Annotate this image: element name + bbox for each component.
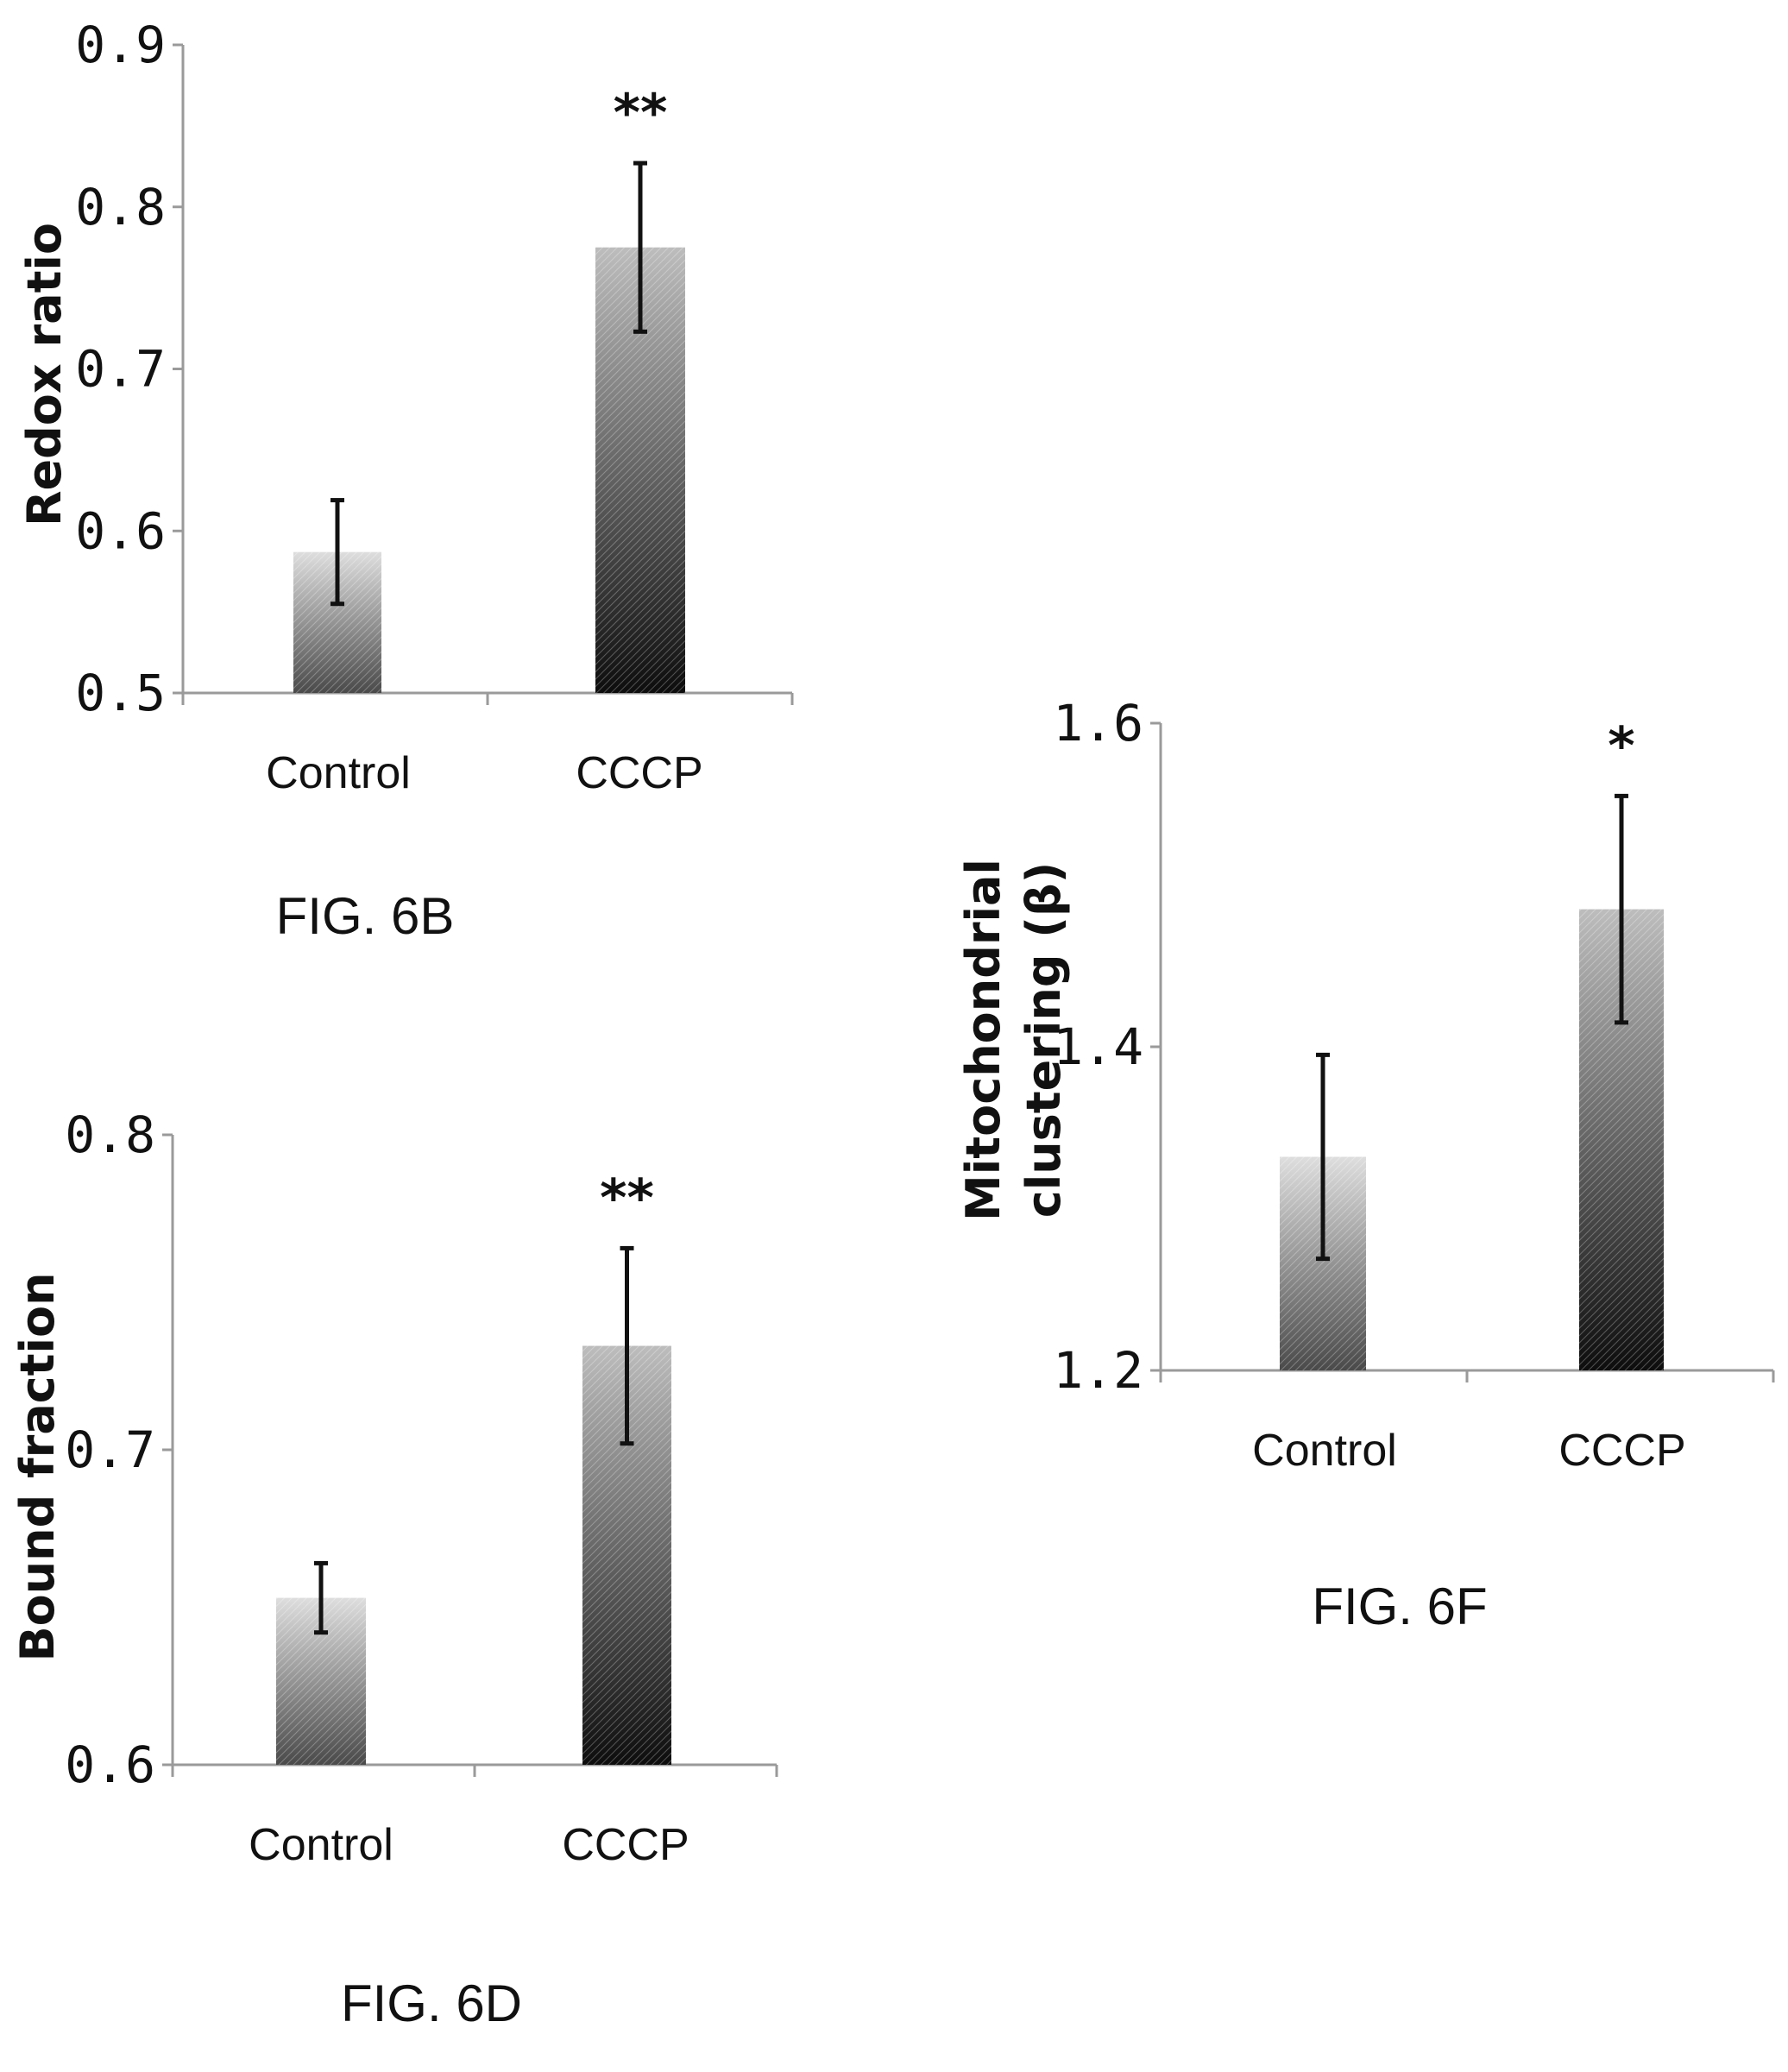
x-axis-categories: Control CCCP bbox=[249, 1820, 689, 1870]
x-axis-categories: Control CCCP bbox=[266, 748, 702, 798]
significance-marker: ** bbox=[614, 83, 668, 143]
y-tick-label: 0.7 bbox=[65, 1420, 155, 1479]
y-tick-label: 1.6 bbox=[1053, 694, 1143, 753]
category-label: Control bbox=[249, 1820, 393, 1870]
figure-label: FIG. 6F bbox=[1312, 1578, 1487, 1635]
y-axis-label-line-1: Mitochondrial bbox=[956, 859, 1010, 1221]
bars: ** bbox=[276, 1168, 671, 1765]
figure-label: FIG. 6B bbox=[276, 887, 455, 945]
chart-fig-6f: 1.2 1.4 1.6 * Control CCCP Mitochondrial cl… bbox=[956, 694, 1775, 1635]
y-axis-ticks: 1.2 1.4 1.6 bbox=[1053, 694, 1161, 1400]
y-tick-label: 0.7 bbox=[75, 340, 166, 399]
significance-marker: ** bbox=[600, 1168, 654, 1228]
y-tick-label: 0.6 bbox=[65, 1735, 155, 1794]
y-axis-ticks: 0.6 0.7 0.8 bbox=[65, 1105, 173, 1794]
y-tick-label: 0.9 bbox=[75, 16, 166, 74]
category-label: CCCP bbox=[576, 748, 702, 798]
category-label: CCCP bbox=[562, 1820, 689, 1870]
y-tick-label: 0.8 bbox=[75, 178, 166, 236]
y-axis-label-line-2: clustering (β) bbox=[1017, 862, 1071, 1219]
y-axis-label: Bound fraction bbox=[10, 1272, 65, 1661]
y-tick-label: 0.6 bbox=[75, 501, 166, 560]
y-axis-label: Redox ratio bbox=[17, 223, 72, 526]
category-label: Control bbox=[266, 748, 411, 798]
y-tick-label: 0.8 bbox=[65, 1105, 155, 1164]
y-tick-label: 1.2 bbox=[1053, 1341, 1143, 1400]
chart-fig-6b: 0.5 0.6 0.7 0.8 0.9 ** Control CCCP Redox rat… bbox=[17, 16, 794, 945]
bars: * bbox=[1280, 715, 1664, 1370]
figure-label: FIG. 6D bbox=[341, 1974, 522, 2032]
x-axis-categories: Control CCCP bbox=[1252, 1426, 1685, 1476]
y-tick-label: 1.4 bbox=[1053, 1017, 1143, 1076]
category-label: Control bbox=[1252, 1426, 1397, 1476]
y-axis-ticks: 0.5 0.6 0.7 0.8 0.9 bbox=[75, 16, 183, 722]
chart-fig-6d: 0.60.70.8 ** Control CCCP Bound fraction … bbox=[10, 1105, 778, 2032]
y-tick-label: 0.5 bbox=[75, 664, 166, 722]
significance-marker: * bbox=[1608, 715, 1634, 776]
bars: ** bbox=[293, 83, 685, 693]
category-label: CCCP bbox=[1558, 1426, 1685, 1476]
